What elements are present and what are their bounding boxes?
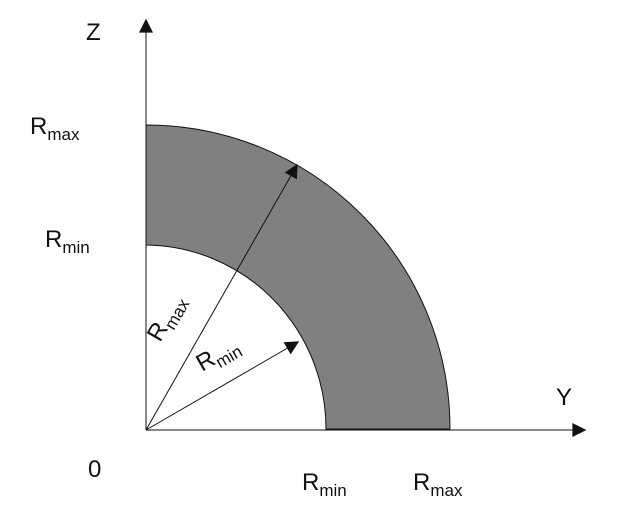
y-rmax-label: Rmax	[413, 469, 463, 500]
z-rmax-label: Rmax	[30, 113, 80, 144]
y-axis-label: Y	[556, 384, 572, 411]
annulus-region	[145, 124, 451, 430]
rmax-arrow-label: Rmax	[142, 289, 194, 348]
rmin-arrow-label: Rmin	[192, 331, 246, 380]
rmin-radius-arrow	[145, 341, 300, 431]
z-axis-label: Z	[86, 19, 101, 46]
rmax-radius-arrow	[145, 163, 298, 431]
y-rmin-label: Rmin	[302, 469, 347, 500]
z-rmin-label: Rmin	[45, 226, 90, 257]
origin-label: 0	[88, 456, 101, 483]
